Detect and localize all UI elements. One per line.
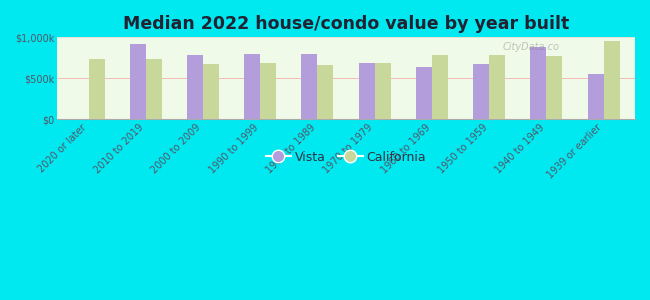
- Bar: [530, 47, 546, 119]
- Bar: [359, 63, 374, 119]
- Bar: [473, 64, 489, 119]
- Bar: [187, 55, 203, 119]
- Text: CityData.co: CityData.co: [502, 42, 559, 52]
- Bar: [88, 59, 105, 119]
- Legend: Vista, California: Vista, California: [261, 146, 432, 169]
- Bar: [130, 44, 146, 119]
- Bar: [416, 67, 432, 119]
- Bar: [317, 65, 333, 119]
- Bar: [374, 63, 391, 119]
- Bar: [203, 64, 219, 119]
- Bar: [546, 56, 562, 119]
- Title: Median 2022 house/condo value by year built: Median 2022 house/condo value by year bu…: [123, 15, 569, 33]
- Bar: [302, 54, 317, 119]
- Bar: [588, 74, 604, 119]
- Bar: [604, 41, 619, 119]
- Bar: [489, 55, 505, 119]
- Bar: [260, 63, 276, 119]
- Bar: [432, 55, 448, 119]
- Bar: [146, 58, 162, 119]
- Bar: [244, 54, 260, 119]
